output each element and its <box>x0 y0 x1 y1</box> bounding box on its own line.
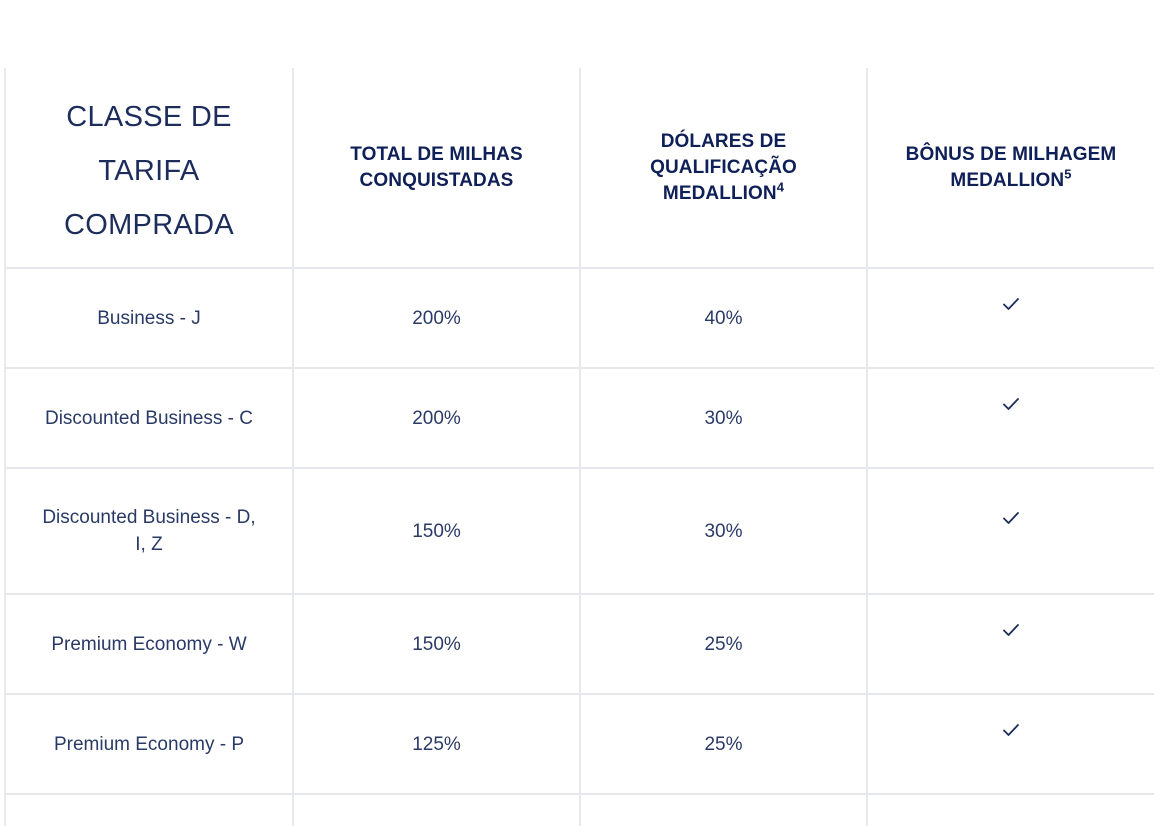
fare-class-cell: Discounted Business - D, I, Z <box>4 467 294 595</box>
table-row: Business - J 200% 40% <box>4 267 1154 369</box>
checkmark-icon <box>1002 511 1020 525</box>
header-medallion-qualification-dollars: DÓLARES DE QUALIFICAÇÃO MEDALLION4 <box>579 68 868 269</box>
header-fare-class: CLASSE DE TARIFA COMPRADA <box>4 68 294 269</box>
checkmark-icon <box>1002 623 1020 637</box>
table-row: Discounted Business - D, I, Z 150% 30% <box>4 467 1154 595</box>
total-miles-cell: 150% <box>292 467 581 595</box>
fare-class-table: CLASSE DE TARIFA COMPRADA TOTAL DE MILHA… <box>4 68 1154 826</box>
mqd-cell: 30% <box>579 467 868 595</box>
table-row: Discounted Business - C 200% 30% <box>4 367 1154 469</box>
bonus-cell <box>866 793 1154 826</box>
total-miles-cell: 200% <box>292 367 581 469</box>
checkmark-icon <box>1002 297 1020 311</box>
table-row: Premium Economy - W 150% 25% <box>4 593 1154 695</box>
table-header-row: CLASSE DE TARIFA COMPRADA TOTAL DE MILHA… <box>4 68 1154 269</box>
fare-class-cell <box>4 793 294 826</box>
fare-table-container: CLASSE DE TARIFA COMPRADA TOTAL DE MILHA… <box>4 68 1154 826</box>
mqd-cell: 40% <box>579 267 868 369</box>
total-miles-cell: 150% <box>292 593 581 695</box>
fare-class-cell: Business - J <box>4 267 294 369</box>
bonus-cell <box>866 593 1154 695</box>
table-row: Premium Economy - P 125% 25% <box>4 693 1154 795</box>
header-medallion-mileage-bonus: BÔNUS DE MILHAGEM MEDALLION5 <box>866 68 1154 269</box>
mqd-cell: 25% <box>579 593 868 695</box>
total-miles-cell <box>292 793 581 826</box>
bonus-cell <box>866 367 1154 469</box>
checkmark-icon <box>1002 397 1020 411</box>
total-miles-cell: 125% <box>292 693 581 795</box>
bonus-cell <box>866 693 1154 795</box>
mqd-cell: 25% <box>579 693 868 795</box>
fare-class-cell: Discounted Business - C <box>4 367 294 469</box>
total-miles-cell: 200% <box>292 267 581 369</box>
mqd-cell: 30% <box>579 367 868 469</box>
bonus-cell <box>866 467 1154 595</box>
fare-class-cell: Premium Economy - P <box>4 693 294 795</box>
fare-class-cell: Premium Economy - W <box>4 593 294 695</box>
checkmark-icon <box>1002 723 1020 737</box>
footnote-5: 5 <box>1064 166 1072 182</box>
footnote-4: 4 <box>776 179 785 195</box>
mqd-cell <box>579 793 868 826</box>
header-total-miles: TOTAL DE MILHAS CONQUISTADAS <box>292 68 581 269</box>
table-row-partial <box>4 793 1154 826</box>
bonus-cell <box>866 267 1154 369</box>
